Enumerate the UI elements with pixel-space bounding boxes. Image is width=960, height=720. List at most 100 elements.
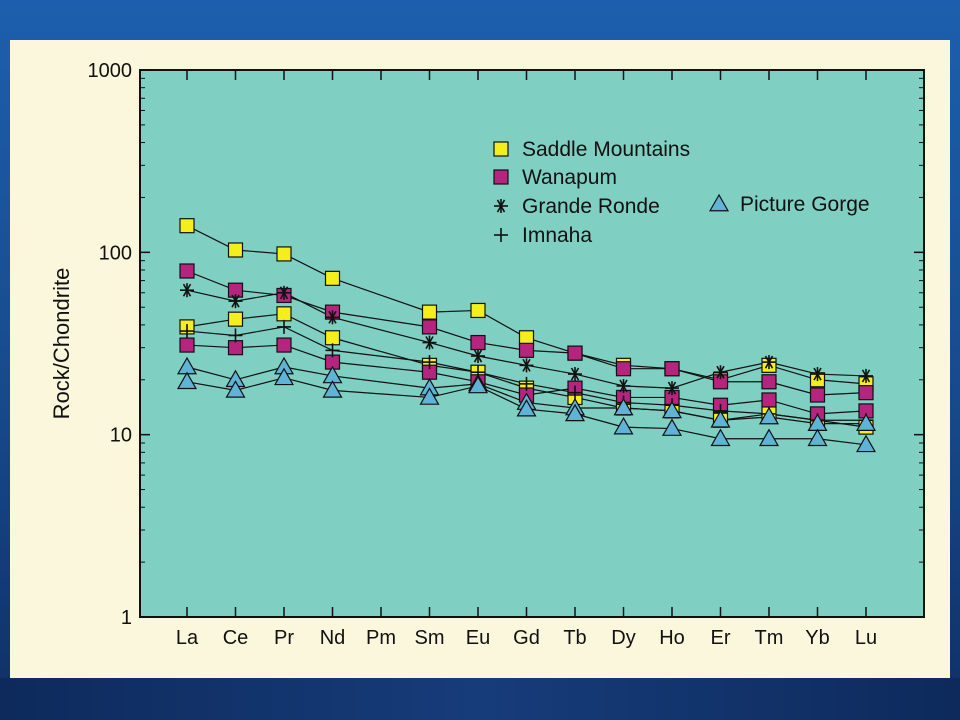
data-point-picture-gorge-pr [273,367,295,386]
data-point-grande-ronde-eu [471,349,485,364]
data-point-wanapum-yb [809,387,826,403]
legend-label-grande-ronde: Grande Ronde [522,195,660,218]
legend-label-picture-gorge: Picture Gorge [740,193,870,216]
data-point-grande-ronde-nd [325,310,340,325]
series-line-saddle-mountains-1 [186,313,867,428]
data-point-picture-gorge-dy [613,416,634,435]
data-point-picture-gorge-gd [516,398,537,417]
data-point-grande-ronde-tb [568,367,582,382]
x-tick-label-sm: Sm [415,627,445,649]
data-point-grande-ronde-pr [277,285,291,300]
legend: Saddle Mountains Wanapum Grande Ronde Imnah… [493,138,870,247]
data-point-wanapum-tm [761,374,777,390]
data-point-picture-gorge-yb [807,428,828,447]
data-point-picture-gorge-er [710,410,731,428]
y-tick-label: 100 [99,242,132,264]
data-point-wanapum-sm [421,319,438,335]
series-line-grande-ronde-4 [186,289,867,389]
x-tick-label-er: Er [711,627,731,649]
series-line-saddle-mountains-0 [186,225,867,385]
data-point-picture-gorge-ce [225,380,246,398]
x-tick-label-pm: Pm [366,627,396,649]
data-point-saddle-mountains-gd [518,330,535,346]
data-point-picture-gorge-ho [661,400,683,419]
series-line-picture-gorge-6 [186,366,866,425]
data-point-picture-gorge-tm [758,428,780,447]
legend-marker-imnaha [494,228,508,242]
plot-area: 1 10 100 1000 Rock/Chondrite La Ce Pr Nd Pm Sm Eu Gd… [49,60,925,649]
data-point-saddle-mountains-eu [470,302,486,319]
data-point-grande-ronde-la [180,283,194,298]
x-tick-label-la: La [176,627,199,649]
data-point-picture-gorge-tb [564,403,586,422]
x-tick-label-ce: Ce [223,627,249,649]
x-tick-label-eu: Eu [466,627,490,649]
data-point-grande-ronde-sm [422,335,437,350]
data-point-picture-gorge-sm [419,387,440,405]
data-point-wanapum-ho [664,361,680,377]
data-point-picture-gorge-eu [467,375,489,394]
data-point-imnaha-la [180,324,194,339]
data-point-grande-ronde-ho [665,381,679,396]
x-tick-label-tm: Tm [755,627,784,649]
data-point-imnaha-sm [422,355,437,370]
series-line-wanapum-2 [186,270,867,396]
data-point-picture-gorge-nd [322,380,343,398]
data-point-grande-ronde-lu [859,368,873,383]
data-point-picture-gorge-er [710,428,731,447]
data-point-grande-ronde-yb [810,367,825,382]
data-point-grande-ronde-dy [616,378,631,393]
data-point-imnaha-pr [277,319,291,334]
x-tick-label-gd: Gd [513,627,540,649]
data-point-saddle-mountains-nd [324,270,341,286]
data-point-grande-ronde-gd [519,358,534,373]
data-point-imnaha-nd [325,343,340,358]
data-point-saddle-mountains-sm [421,304,438,320]
data-point-saddle-mountains-ce [227,242,244,258]
data-point-picture-gorge-dy [613,397,634,416]
y-tick-label: 1000 [88,60,133,82]
legend-label-imnaha: Imnaha [522,224,592,247]
legend-label-wanapum: Wanapum [522,166,617,189]
data-point-picture-gorge-tm [758,406,780,425]
y-tick-label: 10 [110,425,132,447]
series-line-imnaha-5 [186,326,866,421]
data-point-wanapum-la [179,337,195,353]
series-line-wanapum-3 [186,344,867,415]
data-point-picture-gorge-lu [855,434,877,453]
data-point-imnaha-gd [519,376,534,391]
data-point-wanapum-dy [615,361,632,377]
series-line-picture-gorge-7 [186,377,867,446]
x-tick-label-tb: Tb [563,627,586,649]
data-point-picture-gorge-ho [661,418,683,436]
legend-marker-wanapum [493,169,509,185]
data-point-wanapum-ce [227,340,244,356]
legend-marker-saddle-mountains [493,141,509,157]
x-tick-label-pr: Pr [274,627,294,649]
data-point-saddle-mountains-pr [276,306,292,322]
data-point-grande-ronde-ce [228,294,243,309]
slide-bottom-band [0,678,960,720]
data-point-wanapum-eu [470,334,486,351]
data-point-wanapum-pr [276,337,292,353]
data-point-grande-ronde-tm [762,355,776,370]
data-point-saddle-mountains-nd [324,330,341,346]
data-point-wanapum-tb [567,345,583,361]
data-point-wanapum-tm [761,392,777,408]
x-tick-label-ho: Ho [659,627,685,649]
data-point-saddle-mountains-pr [276,246,292,262]
data-point-saddle-mountains-la [179,218,195,234]
legend-marker-grande-ronde [494,199,508,213]
data-point-picture-gorge-la [176,371,198,390]
legend-marker-picture-gorge [708,193,730,212]
data-point-grande-ronde-er [713,365,728,380]
y-axis-title: Rock/Chondrite [49,268,74,420]
data-point-imnaha-tb [568,385,582,400]
x-tick-label-nd: Nd [320,627,346,649]
data-point-wanapum-la [179,263,195,279]
legend-label-saddle-mountains: Saddle Mountains [522,138,690,161]
data-point-wanapum-gd [518,342,535,358]
x-tick-label-dy: Dy [611,627,635,649]
data-point-saddle-mountains-ce [227,311,244,327]
